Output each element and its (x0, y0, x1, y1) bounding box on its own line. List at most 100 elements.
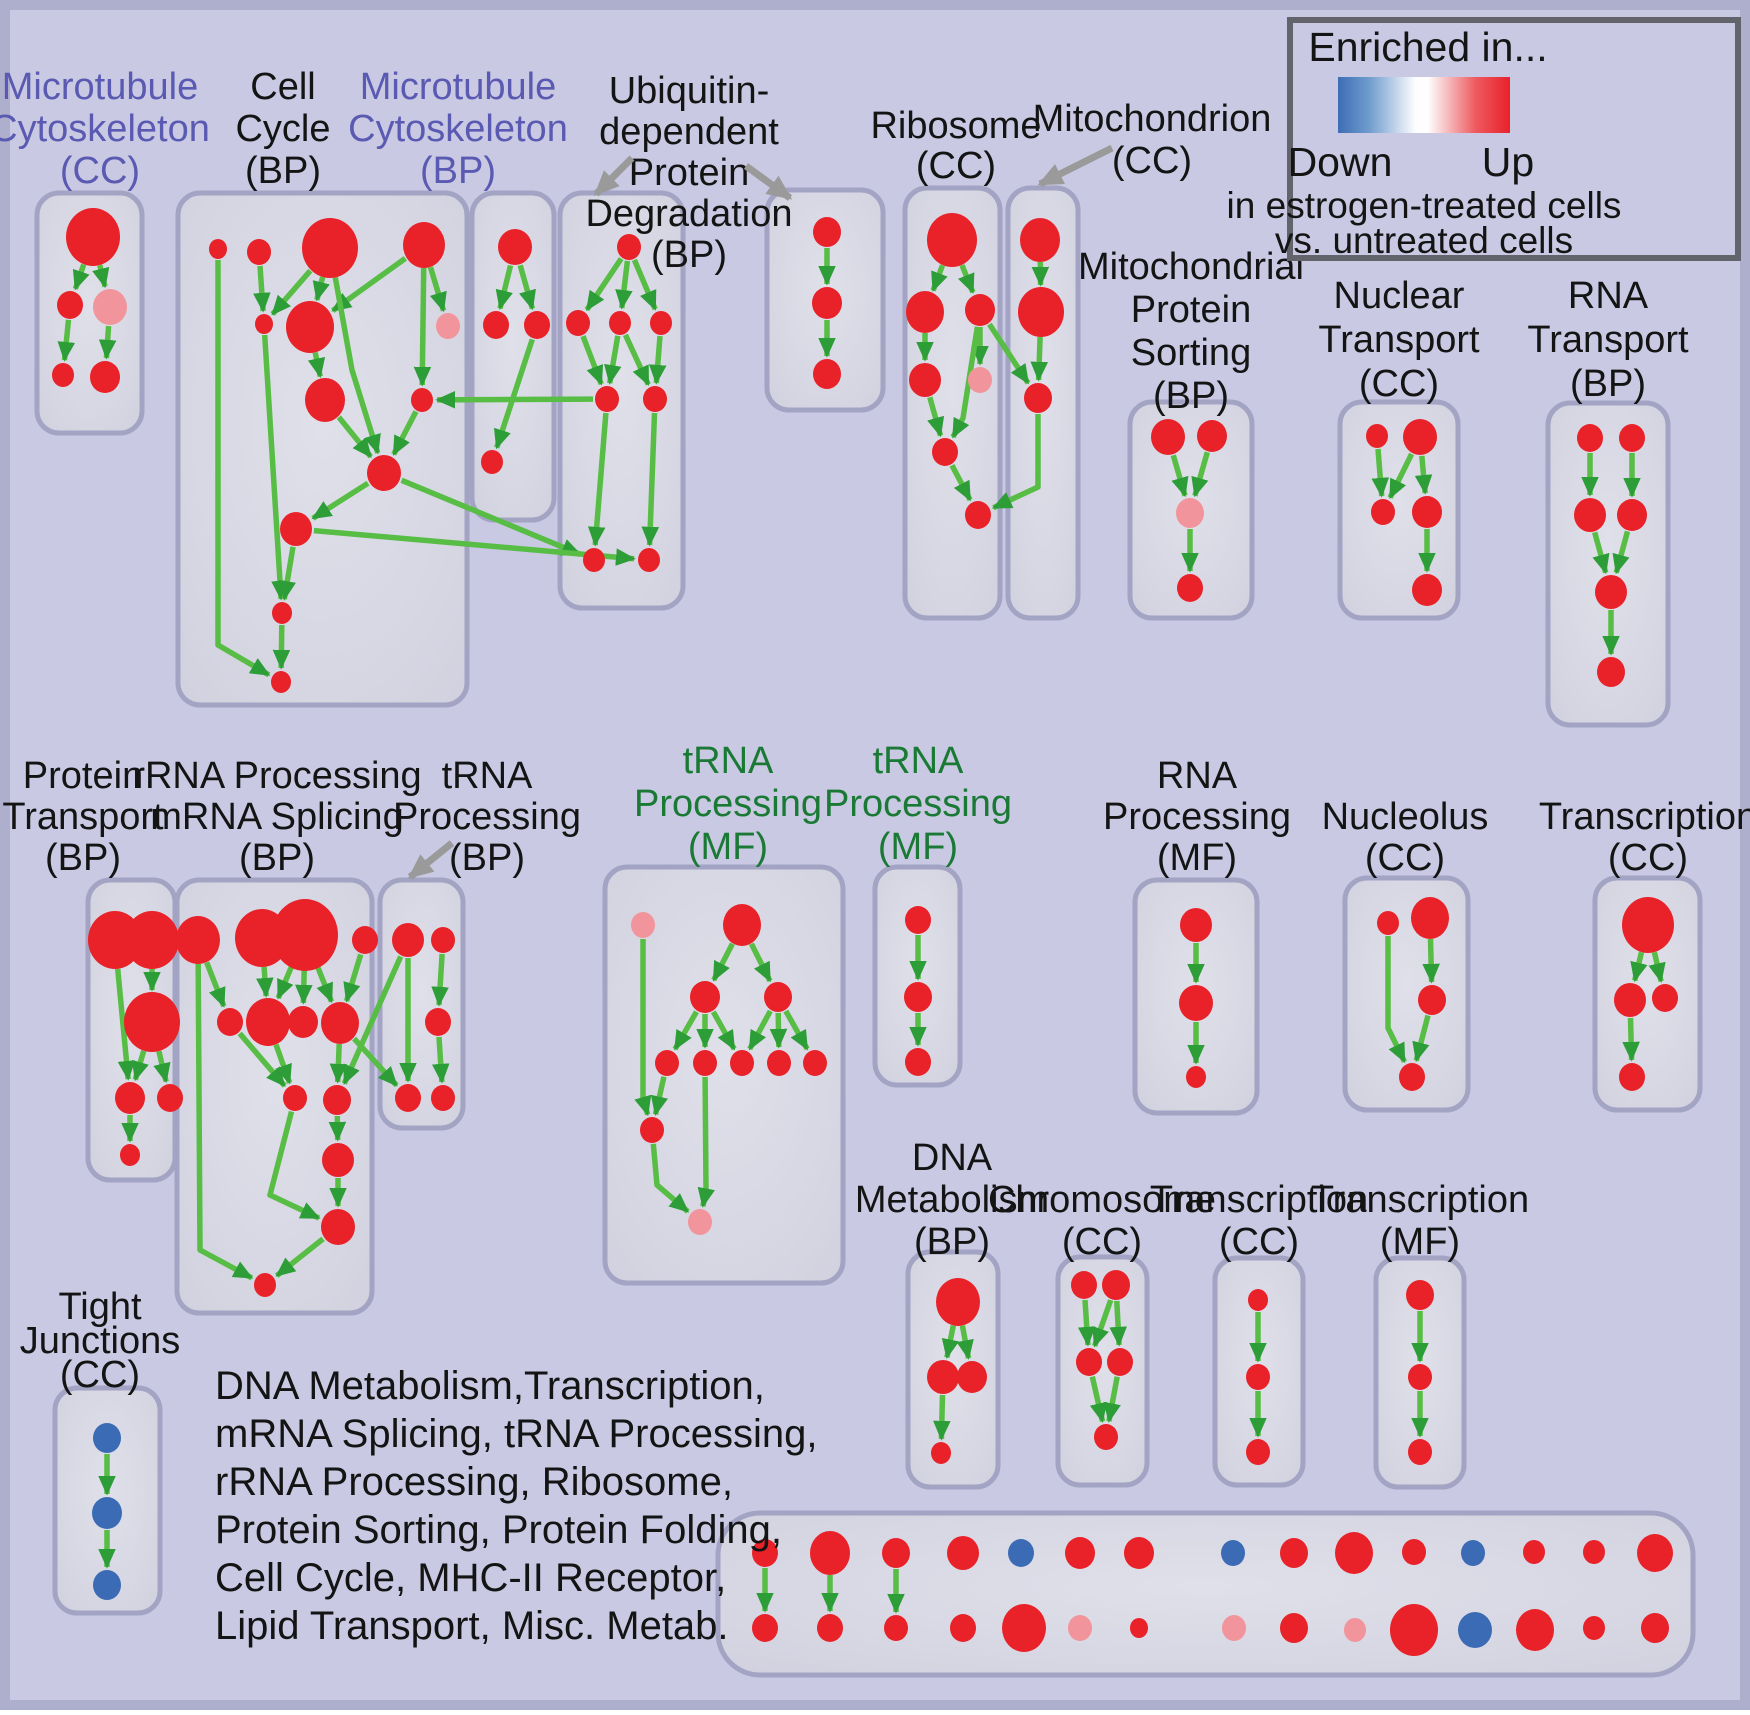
go-term-node-ua6 (583, 548, 605, 572)
hierarchy-edge-tg3-tg6 (747, 1009, 773, 1051)
label-chromosome-cc-line-1: Chromosome (988, 1179, 1216, 1221)
go-term-node-cc3 (403, 222, 445, 268)
go-term-node-tg2 (690, 981, 720, 1013)
label-transcription-cc-bottom-line-2: (CC) (1219, 1221, 1299, 1263)
go-term-node-rb2 (965, 294, 995, 326)
label-dna-metabolism-bp-line-1: DNA (912, 1137, 993, 1179)
go-term-node-rt2 (1574, 498, 1606, 532)
hierarchy-edge-cc8-cc9 (391, 410, 419, 456)
go-term-node-nt2 (1371, 499, 1395, 525)
go-term-node-tc2 (1652, 984, 1678, 1012)
go-term-node-nt0 (1366, 424, 1388, 448)
go-term-node-wb9 (1344, 1618, 1366, 1642)
label-microtubule-cytoskeleton-bp-line-1: Microtubule (360, 66, 556, 108)
hierarchy-edge-pt2-pt4 (153, 1050, 171, 1084)
hierarchy-edge-rr2-rr6 (295, 969, 313, 1005)
hierarchy-edge-nl0-nl3 (1385, 936, 1407, 1064)
legend-title: Enriched in... (1308, 24, 1547, 70)
hierarchy-edge-ua5-ua7 (641, 412, 660, 547)
go-term-node-rr10 (322, 1143, 354, 1177)
hierarchy-edge-ua1-ua4 (580, 335, 604, 386)
hierarchy-edge-pt2-pt3 (131, 1050, 149, 1082)
go-term-node-rr2 (272, 899, 338, 971)
hierarchy-edge-cc1-cc4 (253, 265, 271, 313)
go-term-node-cc7 (305, 378, 345, 422)
label-microtubule-cytoskeleton-cc-line-2: Cytoskeleton (0, 108, 210, 150)
hierarchy-edge-rr2-rr5 (275, 966, 294, 1000)
hierarchy-edge-tg2-tg6 (710, 1010, 737, 1051)
label-nuclear-transport-cc-line-1: Nuclear (1334, 275, 1465, 317)
label-transcription-cc-mid-line-1: Transcription (1539, 796, 1750, 838)
hierarchy-edge-ua0-ua2 (615, 260, 633, 310)
label-rna-transport-bp-line-1: RNA (1568, 275, 1649, 317)
hierarchy-edge-mb0-mb2 (517, 264, 536, 311)
go-term-node-ch2 (1076, 1348, 1102, 1376)
go-term-node-ua7 (638, 548, 660, 572)
go-term-node-tg4 (655, 1050, 679, 1076)
pointer-mitochondrion-arrow-icon (1037, 144, 1114, 188)
go-term-node-rb4 (968, 367, 992, 393)
go-term-node-wt11 (1461, 1540, 1485, 1566)
label-mitochondrial-protein-sorting-bp-line-3: Sorting (1131, 332, 1251, 374)
hierarchy-edge-rb0-rb2 (957, 264, 976, 294)
go-term-node-tj0 (93, 1423, 121, 1453)
go-term-node-tj1 (92, 1497, 122, 1529)
legend-down-label: Down (1288, 139, 1393, 185)
label-nuclear-transport-cc-line-2: Transport (1318, 319, 1480, 361)
go-term-node-tb1 (431, 927, 455, 953)
label-trna-processing-bp-line-3: (BP) (449, 837, 525, 879)
hierarchy-edge-tg4-tg9 (650, 1076, 669, 1117)
label-transcription-mf-line-2: (MF) (1380, 1221, 1460, 1263)
go-term-node-mb2 (524, 311, 550, 339)
go-term-node-wt4 (1008, 1539, 1034, 1567)
hierarchy-edge-mc0-mc1 (72, 263, 90, 291)
hierarchy-edge-ch1-ch3 (1109, 1300, 1127, 1347)
hierarchy-edge-nt1-nt2 (1387, 452, 1415, 500)
go-term-node-tf0 (1406, 1280, 1434, 1310)
hierarchy-edge-rr0-rr12 (195, 963, 254, 1281)
go-term-node-ua5 (643, 386, 667, 412)
go-term-node-ms0 (1151, 419, 1185, 455)
hierarchy-edge-tg0-tg9 (634, 939, 652, 1117)
label-protein-transport-bp-line-3: (BP) (45, 837, 121, 879)
label-mitochondrial-protein-sorting-bp-line-1: Mitochondrial (1078, 246, 1304, 288)
label-trna-processing-bp-line-1: tRNA (442, 755, 533, 797)
go-term-node-tg3 (764, 982, 792, 1012)
label-mitochondrial-protein-sorting-bp-line-4: (BP) (1153, 375, 1229, 417)
go-term-node-rt3 (1617, 499, 1647, 531)
cluster-box-transcription-cc-mid (1592, 875, 1703, 1113)
label-ribosome-cc-line-2: (CC) (916, 145, 996, 187)
go-term-node-pt5 (120, 1144, 140, 1166)
go-term-node-cc6 (436, 313, 460, 339)
hierarchy-edge-ms0-ms2 (1170, 454, 1189, 498)
go-term-node-cc5 (286, 301, 334, 353)
label-trna-processing-mf-2-line-2: Processing (824, 783, 1012, 825)
hierarchy-edge-rb0-rb1 (930, 264, 948, 293)
go-term-node-ub2 (813, 359, 841, 389)
go-term-node-tf1 (1408, 1364, 1432, 1390)
hierarchy-edge-tc1-tc3 (1622, 1017, 1640, 1062)
hierarchy-edge-cc3-cc6 (427, 266, 447, 313)
go-term-node-ch1 (1102, 1270, 1130, 1300)
go-term-node-cc8 (411, 388, 433, 412)
cluster-box-trna-processing-mf-1 (602, 864, 846, 1286)
go-term-node-dm0 (936, 1278, 980, 1326)
label-transcription-mf-line-1: Transcription (1311, 1179, 1529, 1221)
go-term-node-te0 (1248, 1289, 1268, 1311)
go-term-node-tc0 (1622, 897, 1674, 953)
go-term-node-nl1 (1411, 897, 1449, 939)
label-cell-cycle-bp-line-2: Cycle (235, 108, 330, 150)
go-term-node-wt12 (1523, 1540, 1545, 1564)
hierarchy-edge-tg2-tg4 (672, 1010, 699, 1051)
hierarchy-edge-dm0-dm2 (956, 1325, 974, 1360)
label-ubiquitin-degradation-bp-line-1: Ubiquitin- (609, 70, 770, 112)
hierarchy-edge-rr1-rr5 (256, 966, 274, 998)
go-term-node-tb2 (425, 1008, 451, 1036)
go-term-node-wb12 (1516, 1609, 1554, 1651)
go-term-node-pt0 (88, 911, 142, 969)
label-mitochondrion-cc-line-2: (CC) (1112, 140, 1192, 182)
hierarchy-edge-cc2-cc9 (332, 277, 381, 455)
hierarchy-edge-ua0-ua1 (584, 257, 624, 312)
hierarchy-edge-tb1-tb2 (431, 953, 449, 1007)
hierarchy-edge-ua3-ua5 (648, 335, 667, 385)
